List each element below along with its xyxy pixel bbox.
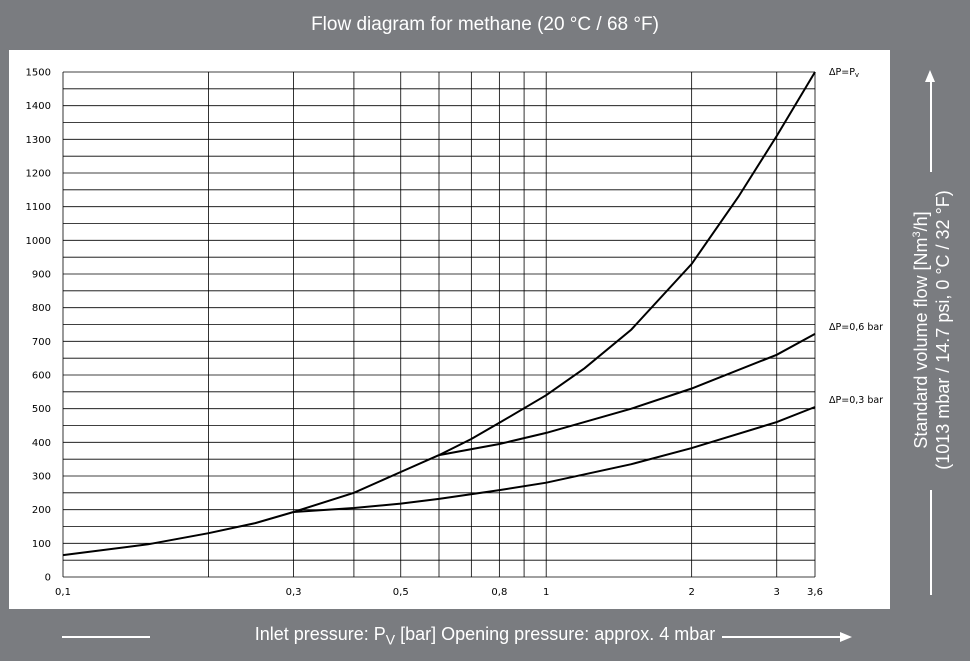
- chart-title: Flow diagram for methane (20 °C / 68 °F): [0, 0, 970, 50]
- x-tick-label: 0,1: [55, 587, 71, 598]
- x-tick-label: 1: [543, 587, 549, 598]
- series-label: ΔP=Pv: [829, 67, 859, 79]
- y-tick-label: 1300: [26, 135, 51, 146]
- arrow-up-icon: [925, 70, 935, 82]
- y-axis-arrow-line: [930, 80, 932, 172]
- y-tick-label: 1500: [26, 68, 51, 79]
- y-tick-label: 100: [32, 539, 51, 550]
- y-tick-label: 700: [32, 337, 51, 348]
- y-tick-label: 0: [45, 573, 51, 584]
- x-tick-label: 0,8: [491, 587, 507, 598]
- y-axis-title-sup: 3: [911, 231, 923, 238]
- arrow-right-icon: [840, 631, 852, 642]
- y-tick-label: 500: [32, 404, 51, 415]
- series-line: [293, 406, 816, 513]
- series-label: ΔP=0,3 bar: [829, 395, 883, 406]
- y-tick-label: 300: [32, 472, 51, 483]
- plot-area: 0 100 200 300 400 500 600 700 800 900 1000 1100 1200…: [9, 50, 890, 609]
- x-axis-title-sub: V: [385, 631, 396, 648]
- y-tick-label: 800: [32, 303, 51, 314]
- y-axis-lower-line: [930, 490, 932, 595]
- series-label: ΔP=0,6 bar: [829, 322, 883, 333]
- y-tick-label: 600: [32, 371, 51, 382]
- y-axis-title-line1: Standard volume flow [Nm: [911, 237, 931, 449]
- x-axis-arrow-line: [722, 636, 840, 638]
- y-tick-label: 1000: [26, 236, 51, 247]
- x-tick-label: 2: [688, 587, 694, 598]
- y-axis-title-line2: (1013 mbar / 14.7 psi, 0 °C / 32 °F): [933, 190, 953, 470]
- y-tick-label: 1200: [26, 169, 51, 180]
- y-tick-label: 200: [32, 505, 51, 516]
- y-tick-label: 400: [32, 438, 51, 449]
- y-tick-label: 1100: [26, 202, 51, 213]
- x-axis-left-line: [62, 636, 150, 638]
- x-axis-title-suffix: [bar] Opening pressure: approx. 4 mbar: [395, 623, 716, 644]
- x-axis-title-panel: Inlet pressure: PV [bar] Opening pressur…: [0, 610, 970, 661]
- y-axis-title-panel: Standard volume flow [Nm3/h] (1013 mbar …: [890, 50, 970, 609]
- x-tick-label: 0,5: [393, 587, 409, 598]
- flow-chart-svg: 0 100 200 300 400 500 600 700 800 900 1000 1100 1200…: [26, 67, 884, 598]
- series-line: [438, 333, 816, 457]
- y-tick-label: 1400: [26, 101, 51, 112]
- x-axis-title: Inlet pressure: PV [bar] Opening pressur…: [0, 610, 970, 661]
- y-axis-title: Standard volume flow [Nm3/h] (1013 mbar …: [906, 190, 954, 470]
- x-tick-label: 0,3: [286, 587, 302, 598]
- y-axis-title-line1-suffix: /h]: [911, 211, 931, 232]
- x-tick-label: 3: [774, 587, 780, 598]
- chart-title-text: Flow diagram for methane (20 °C / 68 °F): [311, 14, 659, 35]
- y-tick-label: 900: [32, 270, 51, 281]
- x-axis-title-prefix: Inlet pressure: P: [254, 623, 386, 644]
- series-line: [62, 71, 816, 557]
- x-tick-label: 3,6: [807, 587, 823, 598]
